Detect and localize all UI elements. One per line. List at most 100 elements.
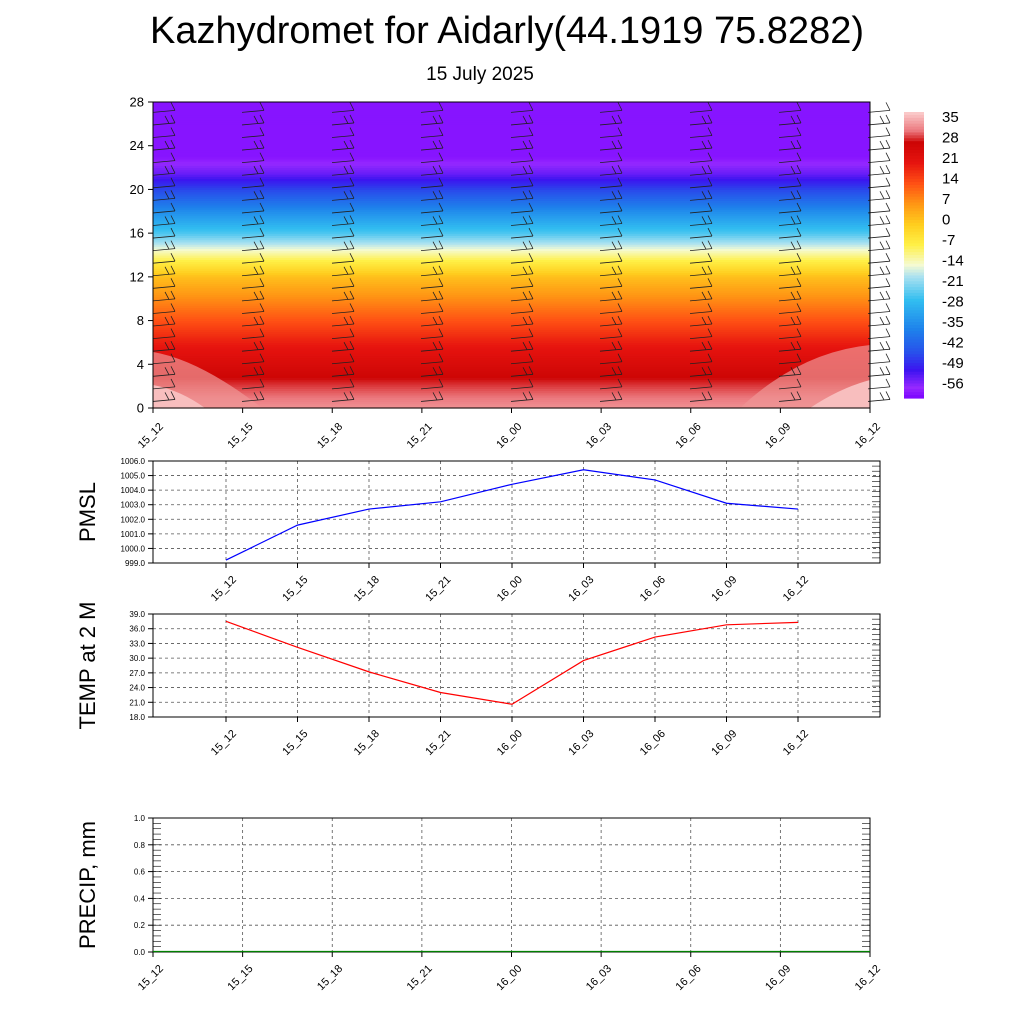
temperature-band xyxy=(153,381,870,385)
temperature-band xyxy=(153,268,870,271)
wind-barb xyxy=(510,353,534,365)
wind-barb xyxy=(778,353,802,365)
wind-barb xyxy=(599,102,623,113)
colorbar-swatch xyxy=(904,167,924,171)
temperature-band xyxy=(153,386,870,389)
wind-barb xyxy=(689,303,713,314)
colorbar-swatch xyxy=(904,126,924,131)
colorbar-swatch xyxy=(904,255,924,259)
temperature-band xyxy=(153,213,870,217)
temperature-band xyxy=(153,130,870,134)
colorbar-swatch xyxy=(904,395,924,399)
wind-barb xyxy=(778,278,802,289)
wind-barb xyxy=(152,127,176,138)
colorbar-swatch xyxy=(904,281,924,285)
wind-barb xyxy=(778,102,802,113)
wind-barb xyxy=(152,240,176,252)
wind-barb xyxy=(420,127,444,138)
temperature-band xyxy=(153,200,870,204)
y-tick-label: 20 xyxy=(130,182,144,197)
wind-barb xyxy=(241,366,265,377)
colorbar-swatch xyxy=(904,149,924,154)
colorbar-swatch xyxy=(904,237,924,242)
colorbar-swatch xyxy=(904,225,924,230)
colorbar-swatch xyxy=(904,284,924,288)
temperature-band xyxy=(153,305,870,309)
wind-barb xyxy=(420,114,444,126)
surface-warm-area xyxy=(810,380,870,408)
wind-barb xyxy=(152,102,176,113)
x-tick-label: 16_09 xyxy=(709,728,739,758)
temperature-band xyxy=(153,392,870,396)
wind-barb xyxy=(867,215,891,226)
wind-barb xyxy=(778,303,802,314)
y-tick-label: 1005.0 xyxy=(121,472,146,481)
x-tick-label: 15_18 xyxy=(315,963,345,993)
temperature-band xyxy=(153,309,870,313)
wind-barb xyxy=(331,127,355,138)
temperature-band xyxy=(153,222,870,225)
wind-barb xyxy=(510,227,534,239)
colorbar-swatch xyxy=(904,301,924,306)
colorbar-swatch xyxy=(904,141,924,145)
temperature-band xyxy=(153,252,870,256)
wind-barb xyxy=(599,253,623,264)
wind-barb xyxy=(599,177,623,189)
colorbar-swatch xyxy=(904,246,924,250)
plot-frame xyxy=(152,613,881,718)
colorbar-swatch xyxy=(904,342,924,347)
y-tick-label: 24.0 xyxy=(129,684,145,693)
y-tick-label: 0.4 xyxy=(134,894,146,903)
wind-barb xyxy=(778,177,802,189)
wind-barb xyxy=(689,353,713,365)
temperature-band xyxy=(153,287,870,291)
temperature-band xyxy=(153,154,870,158)
wind-barb xyxy=(510,290,534,302)
x-tick-label: 16_06 xyxy=(638,574,668,604)
temperature-band xyxy=(153,193,870,197)
wind-barb xyxy=(152,253,176,264)
x-tick-label: 15_12 xyxy=(136,963,166,993)
temperature-band xyxy=(153,228,870,232)
chart-title: Kazhydromet for Aidarly(44.1919 75.8282) xyxy=(150,10,864,52)
temperature-band xyxy=(153,204,870,208)
temperature-band xyxy=(153,300,870,304)
temperature-band xyxy=(153,379,870,383)
temperature-band xyxy=(153,176,870,180)
colorbar-swatch xyxy=(904,260,924,265)
wind-barb xyxy=(152,139,176,151)
wind-barb xyxy=(867,114,891,126)
y-tick-label: 1000.0 xyxy=(121,544,146,553)
temperature-band xyxy=(153,117,870,121)
wind-barb xyxy=(241,240,265,252)
wind-barb xyxy=(420,152,444,164)
y-axis-label: PRECIP, mm xyxy=(75,821,100,949)
colorbar-label: -28 xyxy=(942,294,964,311)
colorbar-swatch xyxy=(904,222,924,227)
y-tick-label: 30.0 xyxy=(129,654,145,663)
wind-barb xyxy=(689,127,713,138)
temperature-band xyxy=(153,368,870,372)
x-tick-label: 15_21 xyxy=(405,963,435,993)
temperature-band xyxy=(153,383,870,387)
temperature-band xyxy=(153,108,870,112)
colorbar-swatch xyxy=(904,339,924,344)
temperature-band xyxy=(153,346,870,350)
wind-barb xyxy=(689,315,713,327)
wind-barb xyxy=(510,253,534,264)
wind-barb xyxy=(599,139,623,151)
wind-barb xyxy=(689,114,713,126)
wind-barb xyxy=(331,265,355,277)
temperature-band xyxy=(153,244,870,247)
colorbar-swatch xyxy=(904,307,924,312)
x-tick-label: 16_09 xyxy=(709,574,739,604)
temperature-band xyxy=(153,139,870,142)
colorbar-swatch xyxy=(904,202,924,206)
x-tick-label: 16_03 xyxy=(566,728,596,758)
temperature-band xyxy=(153,169,870,173)
wind-barb xyxy=(331,202,355,214)
temperature-band xyxy=(153,329,870,333)
colorbar-swatch xyxy=(904,182,924,186)
x-tick-label: 16_03 xyxy=(584,963,614,993)
x-tick-label: 16_09 xyxy=(763,421,793,451)
